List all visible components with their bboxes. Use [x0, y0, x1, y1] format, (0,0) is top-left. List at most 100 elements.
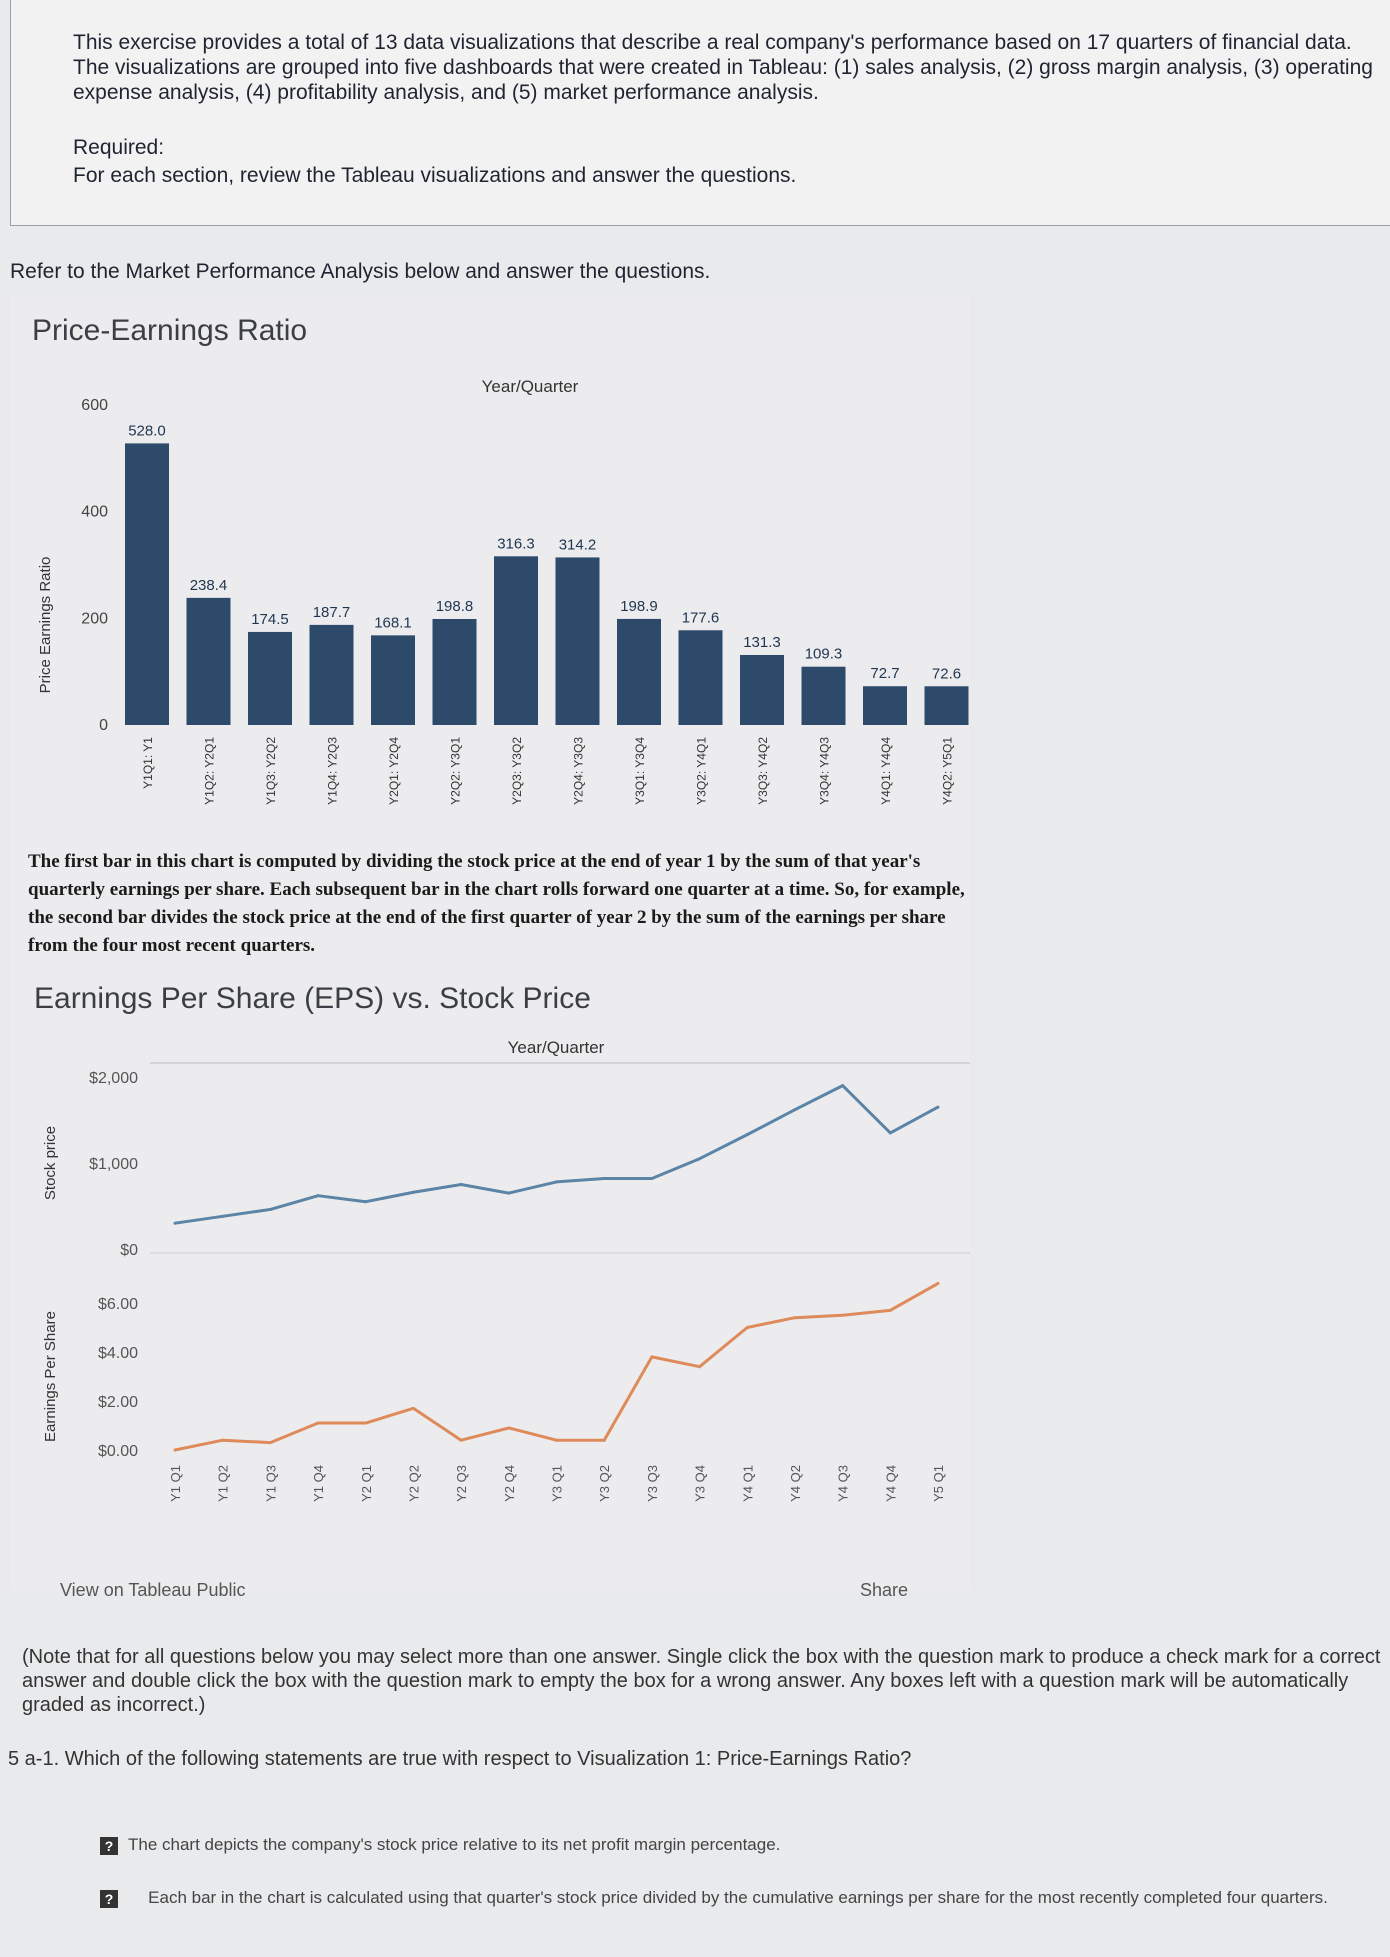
- eps-stock-chart: Year/Quarter Stock price $0 $1,000 $2,000 Ear…: [42, 1038, 970, 1502]
- stock-point: [555, 1180, 558, 1184]
- share-button[interactable]: Share: [860, 1580, 909, 1600]
- eps-x-tick: Y3 Q4: [693, 1465, 708, 1502]
- stock-point: [411, 1190, 415, 1194]
- pe-bar-label: 174.5: [251, 611, 289, 628]
- pe-y-tick: 400: [81, 504, 108, 521]
- refer-text: Refer to the Market Performance Analysis…: [10, 260, 711, 283]
- option-2-text: Each bar in the chart is calculated usin…: [148, 1888, 1328, 1907]
- stock-series-line: [174, 1084, 939, 1225]
- stock-point: [364, 1200, 368, 1204]
- pe-bar: [678, 630, 723, 725]
- stock-point: [221, 1214, 225, 1218]
- eps-point: [650, 1355, 654, 1359]
- pe-bar: [125, 443, 169, 725]
- pe-bar-label: 238.4: [190, 577, 228, 594]
- pe-y-tick: 600: [81, 397, 108, 414]
- pe-x-tick: Y1Q3: Y2Q2: [264, 737, 278, 805]
- pe-x-tick: Y1Q1: Y1: [141, 737, 155, 789]
- pe-bar-label: 316.3: [497, 535, 535, 552]
- pe-bar: [309, 624, 354, 725]
- eps-x-tick: Y4 Q4: [883, 1465, 898, 1502]
- eps-x-tick: Y2 Q2: [406, 1465, 421, 1502]
- pe-bar-label: 72.7: [870, 665, 899, 682]
- pe-x-axis-title: Year/Quarter: [482, 377, 579, 396]
- pe-bar-label: 168.1: [374, 614, 412, 631]
- eps-point: [364, 1421, 368, 1425]
- pe-bar-label: 198.9: [620, 598, 658, 615]
- view-on-tableau-link[interactable]: View on Tableau Public: [60, 1580, 246, 1600]
- eps-point: [745, 1326, 749, 1329]
- stock-point: [173, 1221, 177, 1225]
- stock-y-tick: $0: [120, 1242, 138, 1259]
- eps-point: [936, 1281, 940, 1285]
- eps-point: [221, 1438, 225, 1442]
- eps-series-line: [174, 1282, 939, 1452]
- eps-chart-title: Earnings Per Share (EPS) vs. Stock Price: [34, 982, 591, 1015]
- eps-point: [316, 1421, 320, 1425]
- pe-bar-label: 528.0: [128, 422, 166, 439]
- eps-y-tick: $4.00: [98, 1345, 138, 1362]
- pe-x-tick: Y4Q1: Y4Q4: [879, 737, 893, 805]
- option-2-checkbox[interactable]: ?: [100, 1889, 118, 1908]
- pe-x-tick: Y3Q2: Y4Q1: [695, 737, 709, 805]
- pe-y-tick: 0: [99, 717, 108, 734]
- pe-chart-note: The first bar in this chart is computed …: [28, 851, 965, 956]
- intro-text: This exercise provides a total of 13 dat…: [73, 31, 1373, 104]
- eps-x-tick: Y2 Q3: [454, 1465, 469, 1502]
- eps-point: [507, 1426, 511, 1430]
- pe-bar-label: 198.8: [436, 598, 474, 615]
- question-5a1: 5 a-1. Which of the following statements…: [8, 1748, 912, 1770]
- option-1-checkbox[interactable]: ?: [100, 1836, 118, 1855]
- pe-bar-label: 177.6: [682, 609, 720, 626]
- eps-x-tick: Y1 Q1: [168, 1465, 183, 1502]
- eps-x-tick: Y3 Q1: [550, 1465, 565, 1502]
- eps-x-tick: Y2 Q1: [359, 1465, 374, 1502]
- eps-y-axis-title: Earnings Per Share: [42, 1311, 59, 1442]
- eps-y-tick: $2.00: [98, 1394, 138, 1411]
- pe-bar: [432, 618, 477, 725]
- tableau-footer: View on Tableau Public Share: [60, 1580, 960, 1610]
- pe-bar: [494, 556, 538, 725]
- pe-x-tick: Y3Q4: Y4Q3: [818, 737, 832, 805]
- eps-point: [698, 1365, 702, 1369]
- stock-y-tick: $2,000: [89, 1070, 138, 1087]
- instructions: (Note that for all questions below you m…: [22, 1646, 1381, 1716]
- stock-point: [841, 1084, 845, 1088]
- pe-x-tick: Y1Q4: Y2Q3: [326, 737, 340, 805]
- pe-x-tick: Y2Q2: Y3Q1: [449, 737, 463, 805]
- eps-point: [841, 1313, 845, 1317]
- required-text: For each section, review the Tableau vis…: [73, 164, 797, 187]
- pe-bar: [617, 618, 661, 725]
- eps-point: [793, 1316, 797, 1320]
- required-label: Required:: [73, 136, 165, 159]
- eps-x-tick: Y4 Q3: [836, 1465, 851, 1502]
- option-1-text: The chart depicts the company's stock pr…: [128, 1835, 781, 1854]
- pe-y-axis-title: Price Earnings Ratio: [37, 557, 54, 694]
- pe-ratio-chart: Year/Quarter Price Earnings Ratio 0 200 400 6…: [37, 377, 969, 805]
- eps-point: [459, 1438, 463, 1442]
- pe-y-tick: 200: [81, 610, 108, 627]
- eps-x-axis-title: Year/Quarter: [508, 1038, 605, 1057]
- pe-bar: [555, 557, 600, 725]
- pe-bar: [186, 597, 231, 725]
- eps-y-tick: $0.00: [98, 1443, 138, 1460]
- pe-x-tick: Y4Q2: Y5Q1: [941, 737, 955, 805]
- pe-x-tick: Y3Q3: Y4Q2: [756, 737, 770, 805]
- eps-x-tick: Y5 Q1: [931, 1465, 946, 1502]
- eps-point: [602, 1438, 606, 1442]
- pe-bar: [801, 666, 846, 725]
- pe-x-tick: Y2Q1: Y2Q4: [387, 737, 401, 805]
- tableau-dashboard: [10, 296, 970, 1591]
- eps-x-tick: Y2 Q4: [502, 1465, 517, 1502]
- stock-point: [602, 1176, 606, 1180]
- pe-x-tick: Y1Q2: Y2Q1: [203, 737, 217, 805]
- stock-y-axis-title: Stock price: [42, 1126, 59, 1200]
- stock-point: [793, 1108, 797, 1112]
- pe-x-tick: Y2Q4: Y3Q3: [572, 737, 586, 805]
- stock-point: [316, 1194, 320, 1198]
- stock-point: [745, 1133, 749, 1137]
- stock-point: [650, 1176, 654, 1180]
- pe-bar-label: 131.3: [743, 634, 781, 651]
- option-2: ? Each bar in the chart is calculated usi…: [100, 1888, 1370, 1908]
- stock-point: [459, 1183, 463, 1186]
